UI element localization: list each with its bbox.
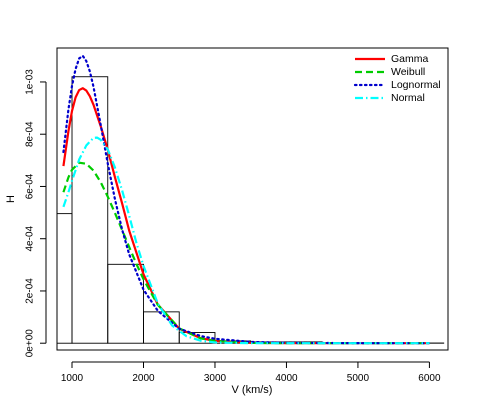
y-tick-label: 0e+00	[24, 329, 35, 358]
x-tick-label: 6000	[418, 373, 441, 384]
y-tick-label: 2e-04	[24, 278, 35, 304]
y-tick-label: 1e-03	[25, 69, 36, 95]
y-tick-label: 8e-04	[25, 121, 36, 147]
legend-label-lognormal: Lognormal	[391, 79, 441, 91]
legend-label-weibull: Weibull	[391, 66, 425, 78]
x-axis-label: V (km/s)	[232, 384, 273, 396]
x-tick-label: 5000	[347, 373, 370, 384]
legend-label-normal: Normal	[391, 92, 425, 104]
x-tick-label: 1000	[61, 373, 84, 384]
y-tick-label: 4e-04	[24, 225, 35, 251]
legend-label-gamma: Gamma	[391, 53, 429, 65]
x-tick-label: 4000	[275, 373, 298, 384]
x-tick-label: 3000	[204, 373, 227, 384]
y-axis-label: H	[5, 195, 17, 203]
x-tick-label: 2000	[132, 373, 155, 384]
y-tick-label: 6e-04	[25, 173, 36, 199]
